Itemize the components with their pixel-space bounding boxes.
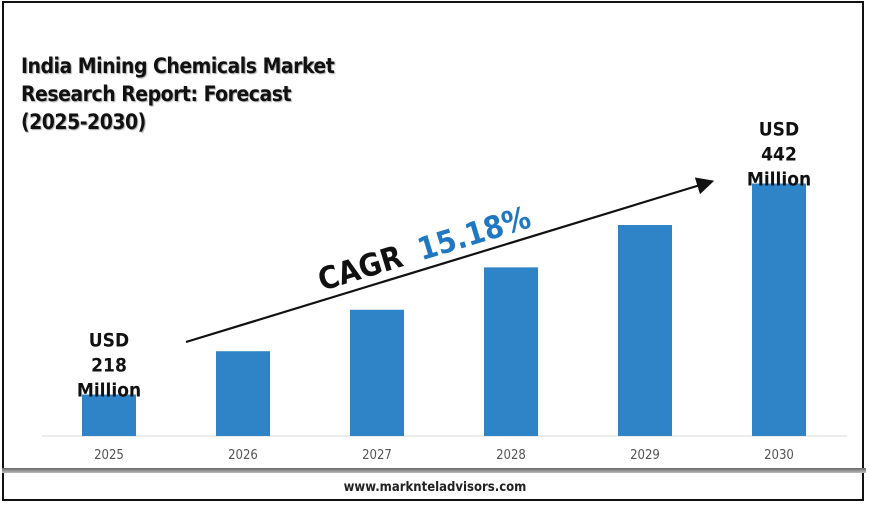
data-label-2025: USD (89, 330, 129, 352)
title-line-3: (2025-2030) (21, 110, 146, 134)
x-tick-label: 2027 (362, 448, 392, 463)
x-tick-label: 2029 (630, 448, 660, 463)
cagr-arrow (185, 177, 715, 344)
bar-2027 (350, 309, 404, 436)
bar-2028 (484, 267, 538, 436)
bar-2025 (82, 394, 136, 436)
footer-website: www.marknteladvisors.com (343, 480, 527, 495)
data-label-2025: Million (77, 380, 141, 402)
title-line-1: India Mining Chemicals Market (21, 54, 335, 78)
data-label-2030: USD (759, 119, 799, 141)
chart-frame (2, 1, 864, 501)
title-line-2: Research Report: Forecast (21, 82, 292, 106)
chart-title: India Mining Chemicals Market Research R… (21, 52, 335, 136)
data-label-2030: Million (747, 169, 811, 191)
data-label-2025: 218 (91, 355, 127, 377)
bar-2030 (752, 183, 806, 436)
footer-separator (2, 468, 866, 473)
bar-2026 (216, 351, 270, 436)
x-tick-label: 2026 (228, 448, 258, 463)
x-tick-label: 2028 (496, 448, 526, 463)
x-tick-label: 2030 (764, 448, 794, 463)
bar-2029 (618, 224, 672, 436)
cagr-value: 15.18% (413, 200, 535, 268)
data-label-2030: 442 (761, 144, 797, 166)
x-tick-label: 2025 (94, 448, 124, 463)
